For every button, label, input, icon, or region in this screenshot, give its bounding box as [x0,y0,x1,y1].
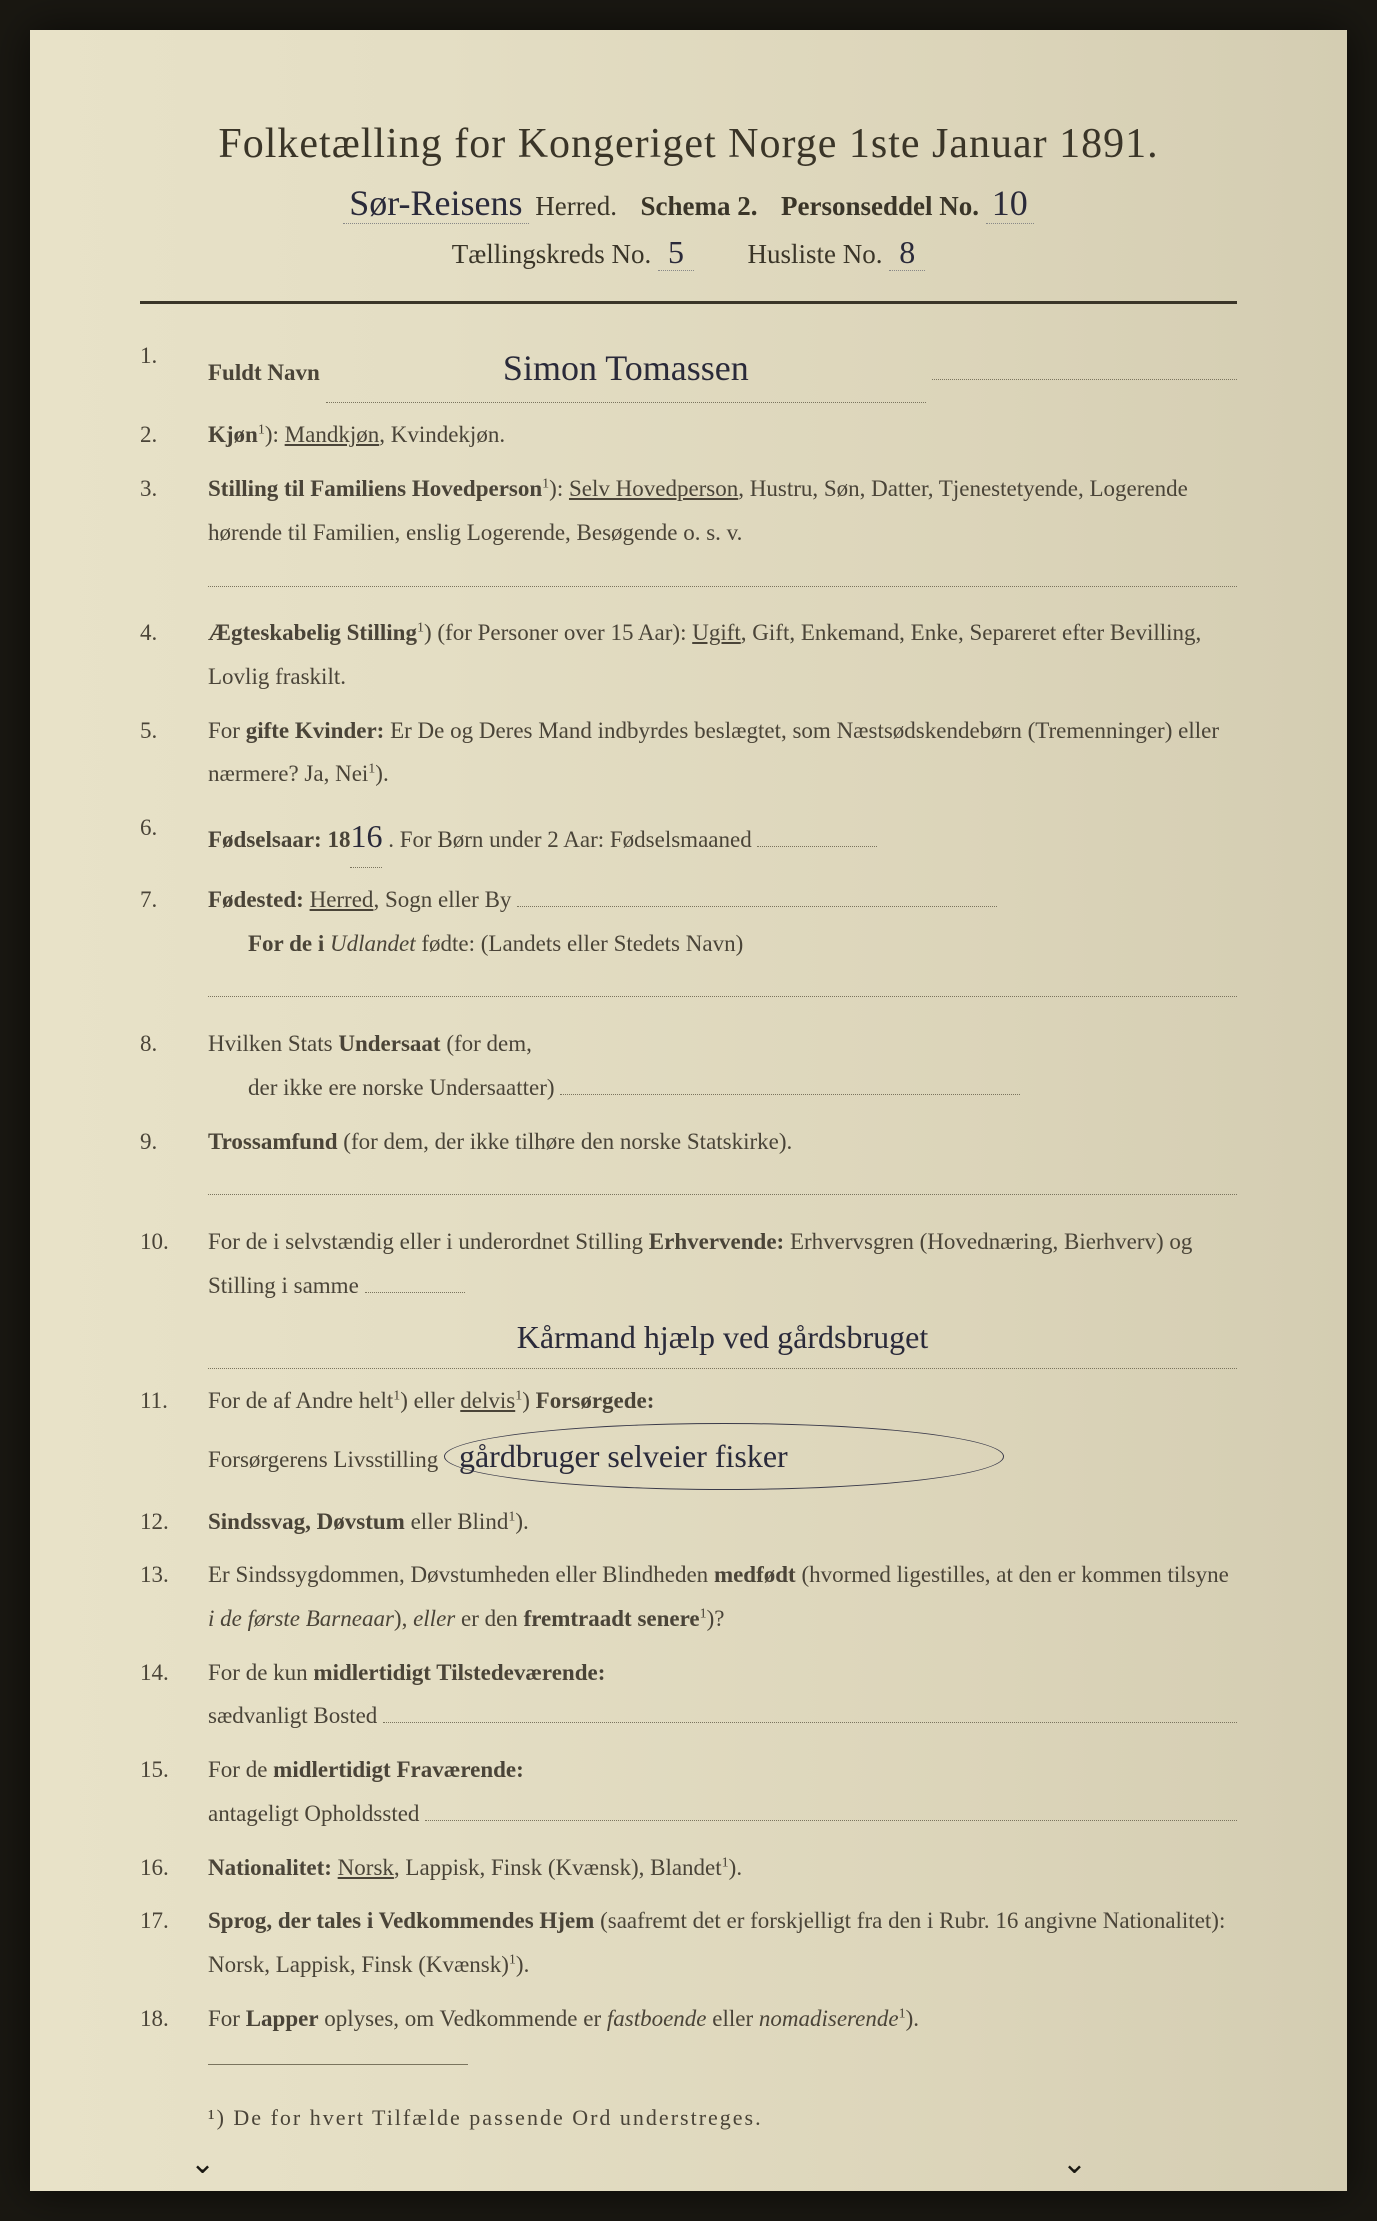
q6-rest: . For Børn under 2 Aar: Fødselsmaaned [388,827,751,852]
husliste-label: Husliste No. [748,239,883,269]
item-16: Nationalitet: Norsk, Lappisk, Finsk (Kvæ… [140,1846,1237,1890]
q7-label: Fødested: [208,887,304,912]
item-13: Er Sindssygdommen, Døvstumheden eller Bl… [140,1553,1237,1640]
q1-value: Simon Tomassen [326,334,926,403]
q7-line2: For de i Udlandet fødte: (Landets eller … [208,931,743,956]
taellingskreds-no: 5 [658,234,694,271]
item-15: For de midlertidigt Fraværende: antageli… [140,1748,1237,1835]
q7-underlined: Herred [310,887,374,912]
q10-text1: For de i selvstændig eller i underordnet… [208,1229,649,1254]
item-18: For Lapper oplyses, om Vedkommende er fa… [140,1997,1237,2041]
q12-label: Sindssvag, Døvstum [208,1509,405,1534]
q11-line2-label: Forsørgerens Livsstilling [208,1447,438,1472]
q11-value: gårdbruger selveier fisker [444,1423,1004,1490]
item-10: For de i selvstændig eller i underordnet… [140,1220,1237,1369]
q15-label: For de midlertidigt Fraværende: [208,1757,524,1782]
q14-label: For de kun midlertidigt Tilstedeværende: [208,1660,605,1685]
q6-label: Fødselsaar: 18 [208,827,350,852]
q16-rest: , Lappisk, Finsk (Kvænsk), Blandet [394,1855,722,1880]
item-11: For de af Andre helt1) eller delvis1) Fo… [140,1379,1237,1489]
item-17: Sprog, der tales i Vedkommendes Hjem (sa… [140,1899,1237,1986]
q18-text: For Lapper oplyses, om Vedkommende er fa… [208,2006,899,2031]
q11-text2: eller [408,1388,460,1413]
item-1: Fuldt Navn Simon Tomassen [140,334,1237,403]
q6-value: 16 [350,806,382,868]
q1-label: Fuldt Navn [208,351,320,395]
q13-text: Er Sindssygdommen, Døvstumheden eller Bl… [208,1562,1229,1631]
item-2: Kjøn1): Mandkjøn, Kvindekjøn. [140,413,1237,457]
q10-bold1: Erhvervende: [649,1229,784,1254]
q5-label: For gifte Kvinder: [208,718,384,743]
form-items: Fuldt Navn Simon Tomassen Kjøn1): Mandkj… [140,334,1237,2040]
q16-label: Nationalitet: [208,1855,332,1880]
q9-text: (for dem, der ikke tilhøre den norske St… [343,1129,792,1154]
item-7: Fødested: Herred, Sogn eller By For de i… [140,878,1237,1012]
item-9: Trossamfund (for dem, der ikke tilhøre d… [140,1120,1237,1211]
q8-text: Hvilken Stats Undersaat (for dem, der ik… [208,1031,555,1100]
footnote: ¹) De for hvert Tilfælde passende Ord un… [140,2105,1237,2131]
q12-text: eller Blind [411,1509,509,1534]
q11-text1: For de af Andre helt [208,1388,393,1413]
q9-label: Trossamfund [208,1129,338,1154]
q11-text3: Forsørgede: [530,1388,655,1413]
tick-mark-left: ⌄ [190,2146,215,2181]
item-4: Ægteskabelig Stilling1) (for Personer ov… [140,611,1237,698]
q14-line2: sædvanligt Bosted [208,1694,377,1738]
item-8: Hvilken Stats Undersaat (for dem, der ik… [140,1022,1237,1109]
item-3: Stilling til Familiens Hovedperson1): Se… [140,467,1237,601]
herred-label: Herred. [535,191,617,221]
q17-label: Sprog, der tales i Vedkommendes Hjem [208,1908,594,1933]
census-form-page: Folketælling for Kongeriget Norge 1ste J… [30,30,1347,2191]
q2-label: Kjøn [208,422,258,447]
item-14: For de kun midlertidigt Tilstedeværende:… [140,1651,1237,1738]
q11-underlined: delvis [460,1388,515,1413]
personseddel-no: 10 [986,183,1034,224]
husliste-no: 8 [889,234,925,271]
q10-value: Kårmand hjælp ved gårdsbruget [208,1307,1237,1369]
item-5: For gifte Kvinder: Er De og Deres Mand i… [140,709,1237,796]
q15-line2: antageligt Opholdssted [208,1792,419,1836]
q2-underlined: Mandkjøn [285,422,380,447]
personseddel-label: Personseddel No. [781,191,979,221]
q7-rest: , Sogn eller By [373,887,511,912]
tick-mark-right: ⌄ [1062,2146,1087,2181]
q4-label: Ægteskabelig Stilling [208,620,417,645]
taellingskreds-label: Tællingskreds No. [452,239,652,269]
q3-underlined: Selv Hovedperson [569,476,738,501]
footnote-separator [208,2064,468,2065]
schema-label: Schema 2. [640,191,757,221]
header-row-2: Sør-Reisens Herred. Schema 2. Personsedd… [140,182,1237,224]
q3-label: Stilling til Familiens Hovedperson [208,476,542,501]
q4-note: (for Personer over 15 Aar): [437,620,692,645]
herred-name: Sør-Reisens [343,183,528,224]
item-6: Fødselsaar: 1816 . For Børn under 2 Aar:… [140,806,1237,868]
q4-underlined: Ugift [692,620,741,645]
item-12: Sindssvag, Døvstum eller Blind1). [140,1500,1237,1544]
q16-underlined: Norsk [338,1855,394,1880]
page-title: Folketælling for Kongeriget Norge 1ste J… [140,120,1237,168]
header-separator [140,301,1237,304]
header-row-3: Tællingskreds No. 5 Husliste No. 8 [140,234,1237,271]
